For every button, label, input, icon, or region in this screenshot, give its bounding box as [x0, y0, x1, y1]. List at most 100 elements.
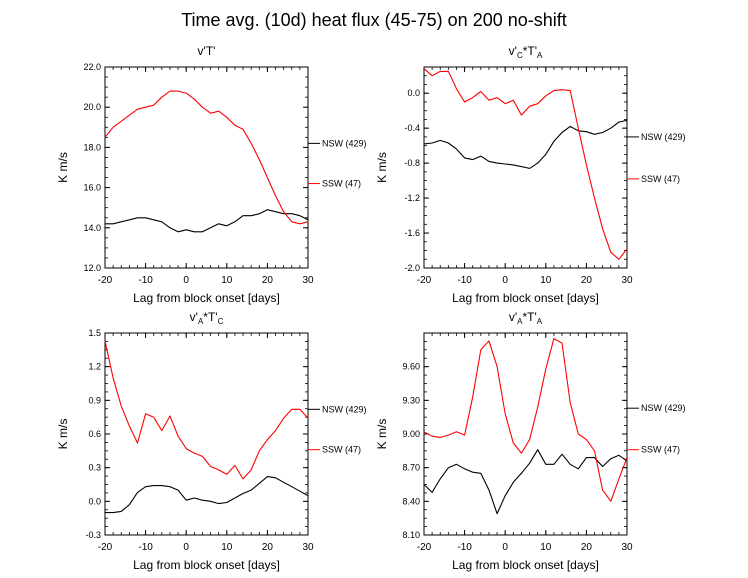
y-tick-label: -0.3 — [85, 530, 101, 540]
x-axis-label: Lag from block onset [days] — [133, 558, 280, 572]
panel-title-text: v' — [509, 44, 517, 58]
series-line-ssw — [104, 340, 309, 480]
legend-label: SSW (47) — [641, 174, 680, 184]
plot-frame — [104, 66, 309, 269]
panel-title-text: *T' — [523, 310, 537, 324]
legend-label: NSW (429) — [322, 404, 367, 414]
y-tick-label: 0.9 — [88, 395, 101, 405]
x-tick-label: -20 — [98, 542, 113, 553]
y-tick-label: 16.0 — [83, 183, 101, 193]
panel-va-ta: v'A*T'A9.609.309.008.708.408.10-20 -10 0 10… — [375, 310, 686, 572]
series-line-nsw — [423, 119, 628, 169]
x-tick-label: 20 — [262, 275, 274, 286]
y-tick-label: 0.3 — [88, 463, 101, 473]
x-tick-label: 20 — [581, 542, 593, 553]
x-tick-label: 20 — [262, 542, 274, 553]
x-tick-label: 10 — [540, 275, 552, 286]
panel-title-text: v'T' — [198, 44, 216, 58]
panel-vt: v'T' 22.0 20.0 18.0 16.0 14.0 12.0 -20 -10 0 10 20 3… — [56, 44, 367, 305]
x-tick-label: 30 — [302, 275, 314, 286]
x-tick-label: -10 — [138, 275, 153, 286]
legend-label: SSW (47) — [641, 445, 680, 455]
y-tick-label: -0.4 — [404, 123, 420, 133]
x-tick-label: 0 — [183, 542, 189, 553]
panel-title-subscript: C — [218, 317, 224, 326]
panel-title-text: v' — [509, 310, 517, 324]
panel-title-subscript: A — [537, 51, 543, 60]
y-tick-label: 12.0 — [83, 263, 101, 273]
y-tick-label: 8.10 — [402, 530, 420, 540]
figure-title: Time avg. (10d) heat flux (45-75) on 200… — [181, 10, 567, 30]
panel-title: v'T' — [198, 44, 216, 58]
x-tick-label: -10 — [138, 542, 153, 553]
y-axis-label: K m/s — [56, 152, 70, 183]
x-tick-label: 30 — [621, 542, 633, 553]
x-axis-label: Lag from block onset [days] — [452, 291, 599, 305]
series-line-nsw — [105, 476, 309, 514]
y-tick-label: -0.8 — [404, 158, 420, 168]
y-tick-label: 9.00 — [402, 429, 420, 439]
y-axis-label: K m/s — [375, 152, 389, 183]
panel-title-subscript: A — [537, 317, 543, 326]
x-tick-label: 30 — [302, 542, 314, 553]
panel-title: v'A*T'A — [509, 310, 543, 326]
x-tick-label: 0 — [183, 275, 189, 286]
y-tick-label: -1.2 — [404, 193, 420, 203]
y-tick-label: -2.0 — [404, 263, 420, 273]
series-line-ssw — [423, 338, 628, 502]
panel-title: v'C*T'A — [509, 44, 543, 60]
panel-title-subscript: C — [517, 51, 523, 60]
series-line-nsw — [105, 209, 309, 233]
y-tick-label: 1.5 — [88, 328, 101, 338]
panel-title: v'A*T'C — [190, 310, 224, 326]
panel-va-tc: v'A*T'C 1.5 1.2 0.9 0.6 0.3 0.0 -0.3 -20 -10 0 10 20… — [56, 310, 367, 572]
x-tick-label: 10 — [540, 542, 552, 553]
panel-title-subscript: A — [517, 317, 523, 326]
y-tick-label: -1.6 — [404, 228, 420, 238]
plot-frame — [423, 66, 628, 269]
x-tick-label: -20 — [98, 275, 113, 286]
x-axis-label: Lag from block onset [days] — [452, 558, 599, 572]
legend-label: NSW (429) — [322, 138, 367, 148]
panel-vc-ta: v'C*T'A 0.0 -0.4 -0.8 -1.2 -1.6 -2.0 -20 -10 0 10 2… — [375, 44, 686, 305]
y-tick-label: 1.2 — [88, 362, 101, 372]
y-tick-label: 9.30 — [402, 395, 420, 405]
legend-label: NSW (429) — [641, 132, 686, 142]
x-tick-label: -20 — [417, 275, 432, 286]
legend-label: SSW (47) — [322, 179, 361, 189]
x-tick-label: -10 — [457, 275, 472, 286]
x-tick-label: 20 — [581, 275, 593, 286]
series-line-ssw — [423, 68, 628, 260]
y-tick-label: 14.0 — [83, 223, 101, 233]
y-tick-label: 0.6 — [88, 429, 101, 439]
panel-title-text: *T' — [523, 44, 537, 58]
x-tick-label: 0 — [502, 542, 508, 553]
y-tick-label: 9.60 — [402, 362, 420, 372]
series-line-nsw — [423, 449, 628, 515]
x-tick-label: -20 — [417, 542, 432, 553]
x-tick-label: 0 — [502, 275, 508, 286]
series-line-ssw — [104, 90, 309, 225]
panel-title-text: v' — [190, 310, 198, 324]
plot-frame — [104, 332, 309, 536]
panel-title-text: *T' — [203, 310, 217, 324]
x-tick-label: 10 — [221, 275, 233, 286]
y-tick-label: 0.0 — [407, 88, 420, 98]
y-tick-label: 8.40 — [402, 496, 420, 506]
x-tick-label: 10 — [221, 542, 233, 553]
legend-label: SSW (47) — [322, 445, 361, 455]
y-tick-label: 20.0 — [83, 102, 101, 112]
x-axis-label: Lag from block onset [days] — [133, 291, 280, 305]
legend-label: NSW (429) — [641, 403, 686, 413]
x-tick-label: 30 — [621, 275, 633, 286]
panel-title-subscript: A — [198, 317, 204, 326]
y-axis-label: K m/s — [56, 419, 70, 450]
y-tick-label: 0.0 — [88, 496, 101, 506]
y-tick-label: 22.0 — [83, 62, 101, 72]
plot-frame — [423, 332, 628, 536]
x-tick-label: -10 — [457, 542, 472, 553]
y-axis-label: K m/s — [375, 419, 389, 450]
y-tick-label: 8.70 — [402, 463, 420, 473]
y-tick-label: 18.0 — [83, 142, 101, 152]
